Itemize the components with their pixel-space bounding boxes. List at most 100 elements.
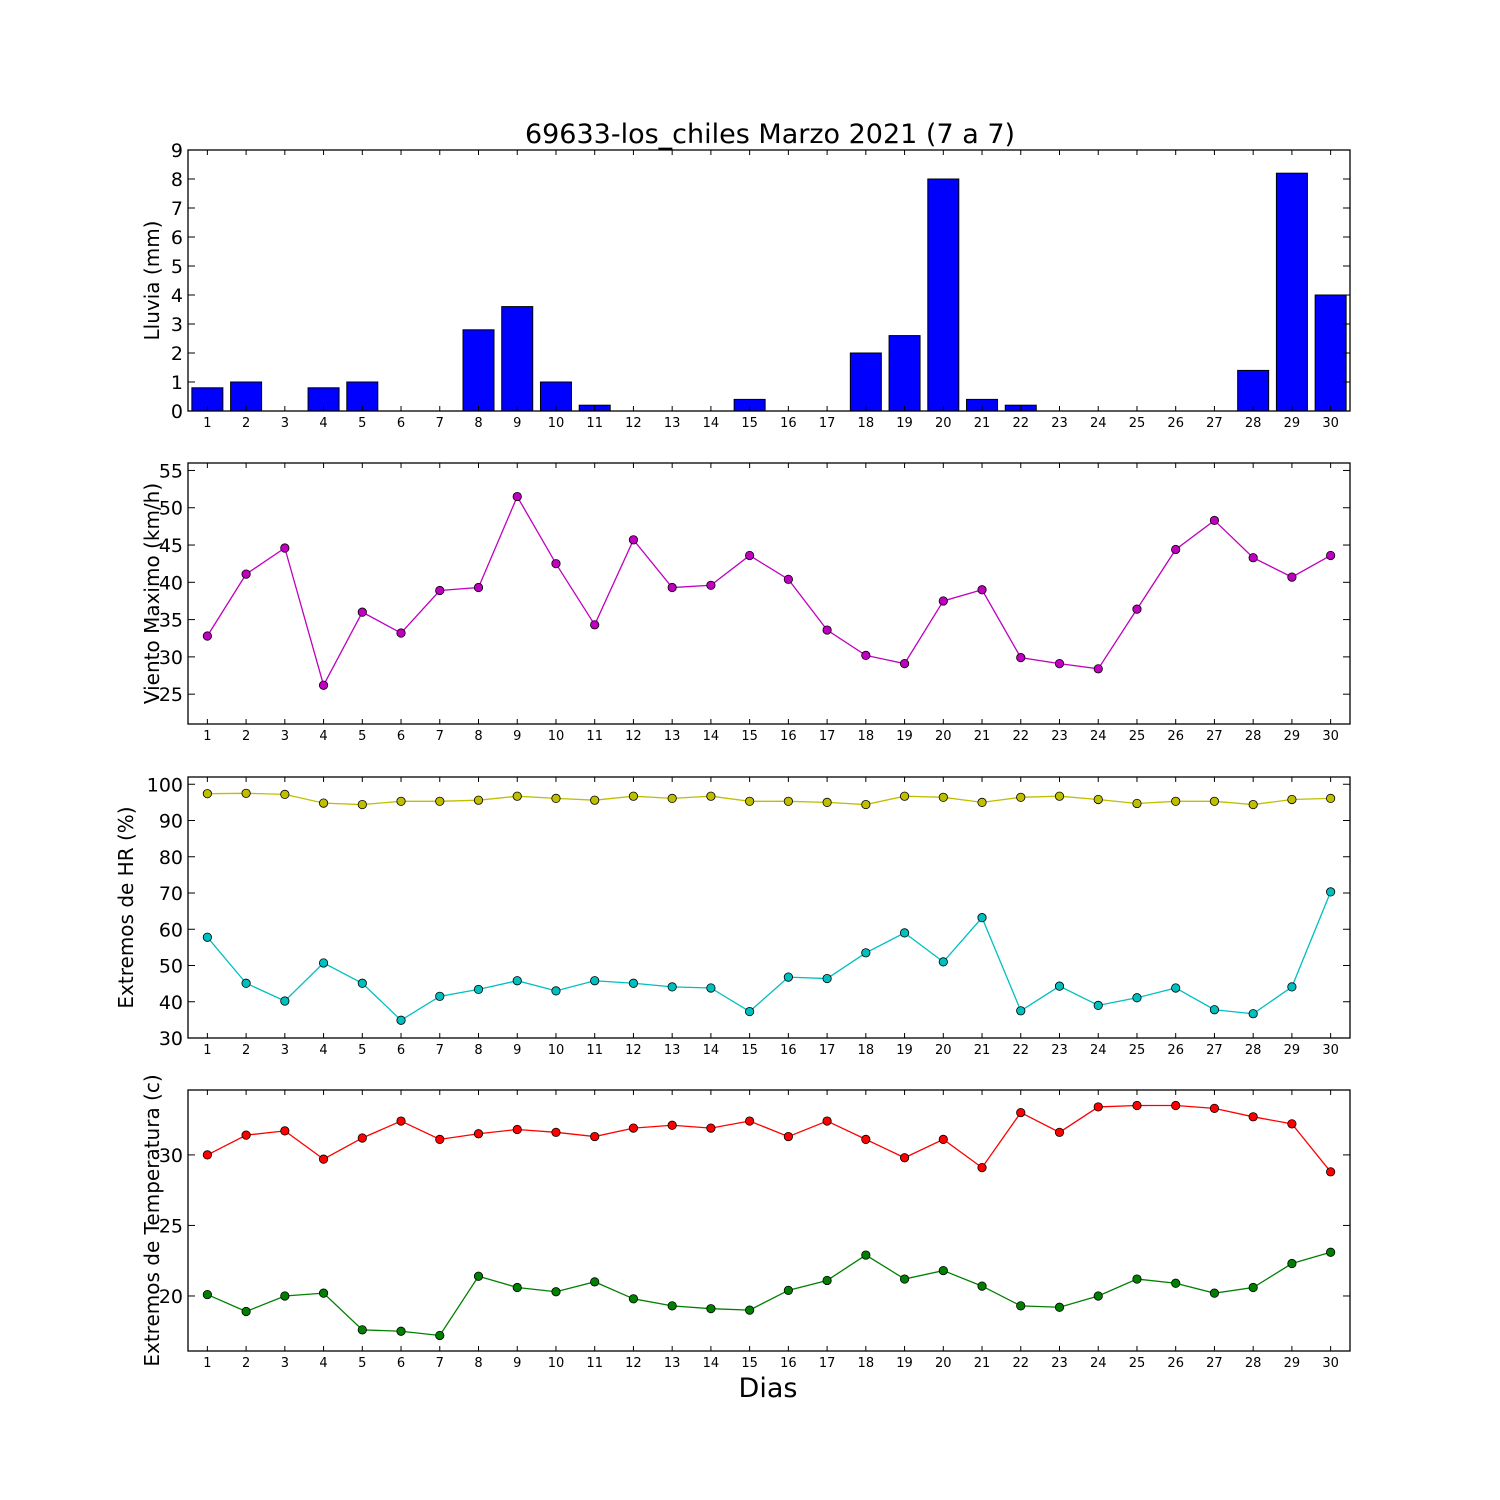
series-2-point-day-3 <box>280 1291 290 1301</box>
series-2-point-day-21 <box>977 1281 987 1291</box>
series-2-point-day-13 <box>667 1301 677 1311</box>
plot-frame <box>187 149 1351 412</box>
x-tick-label: 30 <box>1322 729 1339 744</box>
series-1-point-day-27 <box>1209 1103 1220 1113</box>
series-1-point-day-19 <box>899 658 910 669</box>
x-tick-label: 7 <box>436 1356 444 1371</box>
panels: 1 2 3 4 5 6 7 8 9 10 11 12 13 14 15 16 17 18 19 20 21 22 23 24 2… <box>114 140 1351 1371</box>
y-axis-label: Extremos de HR (%) <box>114 806 138 1008</box>
series-2-point-day-20 <box>938 957 948 967</box>
x-tick-label: 28 <box>1245 729 1262 744</box>
x-tick-label: 3 <box>281 1043 289 1058</box>
series-1-point-day-5 <box>357 799 367 810</box>
series-2-point-day-4 <box>318 1288 329 1298</box>
series-1-point-day-2 <box>241 788 251 798</box>
series-1-point-day-5 <box>357 607 367 617</box>
x-tick-label: 24 <box>1090 729 1107 744</box>
y-tick-label: 55 <box>159 460 183 482</box>
x-tick-label: 14 <box>703 1356 720 1371</box>
series-1-point-day-15 <box>745 550 755 561</box>
x-tick-label: 8 <box>474 416 482 431</box>
series-2-point-day-1 <box>202 932 212 942</box>
series-2-point-day-29 <box>1287 982 1297 992</box>
series-1-point-day-30 <box>1326 793 1336 803</box>
x-tick-label: 26 <box>1167 1043 1184 1058</box>
series-2-point-day-17 <box>822 1275 832 1286</box>
bar-day-28 <box>1237 369 1270 412</box>
x-tick-label: 20 <box>935 1356 952 1371</box>
series-2-point-day-15 <box>745 1305 755 1315</box>
series-1-point-day-9 <box>512 791 522 801</box>
series-2-point-day-10 <box>551 986 561 996</box>
series-1-point-day-9 <box>512 491 522 502</box>
y-axis-label: Lluvia (mm) <box>140 221 164 341</box>
series-1-point-day-20 <box>938 792 948 802</box>
x-tick-label: 6 <box>397 1043 405 1058</box>
series-2-point-day-18 <box>861 948 871 958</box>
x-tick-label: 3 <box>281 416 289 431</box>
series-2-point-day-14 <box>706 983 716 993</box>
x-tick-label: 25 <box>1129 1356 1146 1371</box>
x-tick-label: 24 <box>1090 416 1107 431</box>
series-2-point-day-12 <box>628 1294 639 1304</box>
x-tick-label: 19 <box>896 1356 913 1371</box>
x-tick-label: 20 <box>935 416 952 431</box>
x-tick-label: 28 <box>1245 1043 1262 1058</box>
series-2-point-day-20 <box>938 1265 948 1276</box>
series-1-point-day-10 <box>551 559 561 569</box>
series-2-point-day-23 <box>1054 1302 1065 1312</box>
series-1-point-day-14 <box>706 791 716 801</box>
y-tick-label: 5 <box>171 256 183 278</box>
series-1-point-day-4 <box>318 798 329 808</box>
x-tick-label: 11 <box>586 729 603 744</box>
series-1-point-day-17 <box>822 1116 832 1126</box>
x-tick-label: 11 <box>586 416 603 431</box>
series-2-point-day-10 <box>551 1287 561 1297</box>
series-1-point-day-13 <box>667 1120 677 1130</box>
x-tick-label: 20 <box>935 1043 952 1058</box>
x-tick-label: 5 <box>358 1356 366 1371</box>
series-1-point-day-4 <box>318 680 329 690</box>
series-1-point-day-8 <box>473 795 484 805</box>
bar-day-18 <box>849 352 882 412</box>
series-2-point-day-17 <box>822 973 832 984</box>
y-tick-label: 50 <box>159 956 183 978</box>
x-tick-label: 21 <box>974 416 991 431</box>
y-tick-label: 7 <box>171 198 183 220</box>
x-axis-label: Dias <box>739 1373 798 1404</box>
series-2-point-day-30 <box>1326 1247 1336 1257</box>
x-tick-label: 12 <box>625 1043 642 1058</box>
series-2-point-day-3 <box>280 996 290 1006</box>
x-tick-label: 30 <box>1322 1043 1339 1058</box>
y-tick-label: 9 <box>171 140 183 162</box>
series-2-point-day-19 <box>899 928 910 938</box>
series-1-point-day-30 <box>1326 550 1336 561</box>
x-tick-label: 12 <box>625 1356 642 1371</box>
series-1-point-day-27 <box>1209 796 1220 806</box>
y-tick-label: 1 <box>171 372 183 394</box>
x-tick-label: 17 <box>819 729 836 744</box>
x-tick-label: 23 <box>1051 729 1068 744</box>
bar-day-20 <box>927 178 960 412</box>
series-2-point-day-16 <box>783 972 793 982</box>
series-2-point-day-7 <box>435 1330 445 1341</box>
chart-panel-4: 1 2 3 4 5 6 7 8 9 10 11 12 13 14 15 16 17 18 19 20 21 22 23 24 2… <box>140 1074 1351 1371</box>
series-1-point-day-1 <box>202 631 212 641</box>
series-1-point-day-13 <box>667 793 677 803</box>
series-1-point-day-3 <box>280 543 290 553</box>
series-1-point-day-22 <box>1016 1107 1026 1118</box>
x-tick-label: 3 <box>281 729 289 744</box>
series-1-point-day-2 <box>241 1130 251 1140</box>
series-1-point-day-23 <box>1054 658 1065 669</box>
series-1-point-day-20 <box>938 1134 948 1144</box>
series-2-line <box>206 891 1332 1022</box>
x-tick-label: 4 <box>319 729 327 744</box>
x-tick-label: 13 <box>664 416 681 431</box>
x-tick-label: 14 <box>703 1043 720 1058</box>
x-tick-label: 23 <box>1051 416 1068 431</box>
x-tick-label: 1 <box>203 729 211 744</box>
y-axis-label: Viento Maximo (km/h) <box>140 483 164 704</box>
series-2-point-day-7 <box>435 991 445 1001</box>
x-tick-label: 18 <box>858 1043 875 1058</box>
